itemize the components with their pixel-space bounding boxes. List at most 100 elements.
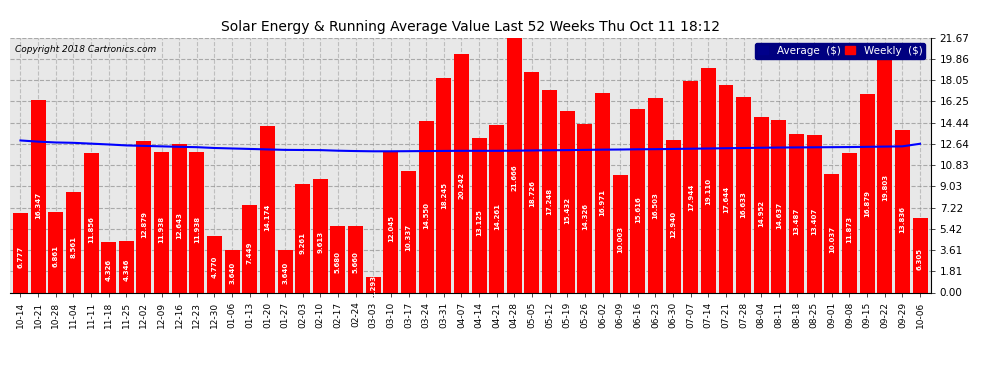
- Text: 10.337: 10.337: [406, 224, 412, 251]
- Bar: [260, 126, 275, 292]
- Text: 9.613: 9.613: [318, 231, 324, 253]
- Text: 12.879: 12.879: [141, 211, 147, 238]
- Text: 18.726: 18.726: [529, 180, 535, 207]
- Text: 19.803: 19.803: [882, 174, 888, 201]
- Bar: [665, 140, 680, 292]
- Bar: [243, 205, 257, 292]
- Bar: [365, 277, 381, 292]
- Text: 13.407: 13.407: [811, 208, 817, 235]
- Text: 13.487: 13.487: [794, 207, 800, 235]
- Text: 17.944: 17.944: [688, 184, 694, 211]
- Text: 14.174: 14.174: [264, 204, 270, 231]
- Bar: [295, 183, 310, 292]
- Bar: [719, 85, 734, 292]
- Text: 11.938: 11.938: [194, 216, 200, 243]
- Bar: [66, 192, 81, 292]
- Bar: [525, 72, 540, 292]
- Bar: [119, 242, 134, 292]
- Bar: [753, 117, 769, 292]
- Text: 5.680: 5.680: [335, 251, 341, 273]
- Bar: [83, 153, 99, 292]
- Bar: [489, 124, 504, 292]
- Bar: [737, 97, 751, 292]
- Bar: [631, 109, 645, 292]
- Bar: [842, 153, 857, 292]
- Bar: [595, 93, 610, 292]
- Bar: [771, 120, 786, 292]
- Text: 12.940: 12.940: [670, 210, 676, 237]
- Text: 9.261: 9.261: [300, 232, 306, 255]
- Bar: [137, 141, 151, 292]
- Text: 10.003: 10.003: [617, 226, 623, 253]
- Bar: [31, 100, 46, 292]
- Bar: [913, 218, 928, 292]
- Text: 8.561: 8.561: [70, 236, 76, 258]
- Text: 16.879: 16.879: [864, 190, 870, 217]
- Bar: [895, 130, 910, 292]
- Title: Solar Energy & Running Average Value Last 52 Weeks Thu Oct 11 18:12: Solar Energy & Running Average Value Las…: [221, 20, 720, 33]
- Bar: [559, 111, 575, 292]
- Text: 12.643: 12.643: [176, 212, 182, 239]
- Text: 16.347: 16.347: [35, 192, 42, 219]
- Bar: [877, 60, 892, 292]
- Text: 3.640: 3.640: [282, 262, 288, 284]
- Bar: [825, 174, 840, 292]
- Text: 6.305: 6.305: [917, 248, 923, 270]
- Bar: [225, 250, 240, 292]
- Bar: [613, 175, 628, 292]
- Bar: [207, 236, 222, 292]
- Text: 18.245: 18.245: [441, 182, 446, 209]
- Text: 11.856: 11.856: [88, 216, 94, 243]
- Bar: [13, 213, 28, 292]
- Bar: [383, 151, 398, 292]
- Text: 17.644: 17.644: [723, 186, 729, 213]
- Text: 6.861: 6.861: [52, 245, 58, 267]
- Legend: Average  ($), Weekly  ($): Average ($), Weekly ($): [754, 43, 926, 59]
- Text: 13.125: 13.125: [476, 210, 482, 236]
- Text: 14.637: 14.637: [776, 201, 782, 228]
- Bar: [313, 179, 328, 292]
- Bar: [277, 250, 293, 292]
- Bar: [401, 171, 416, 292]
- Bar: [647, 98, 663, 292]
- Text: 14.261: 14.261: [494, 204, 500, 231]
- Text: 14.326: 14.326: [582, 203, 588, 230]
- Bar: [683, 81, 698, 292]
- Text: 16.971: 16.971: [600, 189, 606, 216]
- Bar: [331, 226, 346, 292]
- Text: 6.777: 6.777: [18, 246, 24, 268]
- Text: 19.110: 19.110: [705, 178, 712, 205]
- Bar: [171, 144, 187, 292]
- Text: 3.640: 3.640: [229, 262, 236, 284]
- Text: 1.293: 1.293: [370, 274, 376, 297]
- Text: 4.326: 4.326: [106, 258, 112, 280]
- Text: 11.938: 11.938: [158, 216, 164, 243]
- Text: 21.666: 21.666: [512, 165, 518, 191]
- Text: 17.248: 17.248: [546, 188, 552, 215]
- Text: 14.550: 14.550: [423, 202, 429, 229]
- Text: 20.242: 20.242: [458, 172, 464, 199]
- Bar: [419, 121, 434, 292]
- Text: 4.770: 4.770: [212, 256, 218, 278]
- Bar: [577, 124, 592, 292]
- Text: 7.449: 7.449: [247, 242, 252, 264]
- Text: 15.616: 15.616: [635, 196, 641, 223]
- Text: 10.037: 10.037: [829, 226, 835, 253]
- Bar: [348, 226, 363, 292]
- Bar: [807, 135, 822, 292]
- Bar: [437, 78, 451, 292]
- Bar: [859, 94, 874, 292]
- Text: 16.503: 16.503: [652, 192, 658, 219]
- Bar: [189, 152, 204, 292]
- Text: 5.660: 5.660: [352, 252, 358, 273]
- Text: 16.633: 16.633: [741, 191, 746, 218]
- Bar: [543, 90, 557, 292]
- Bar: [789, 134, 804, 292]
- Text: 4.346: 4.346: [124, 258, 130, 280]
- Bar: [154, 152, 169, 292]
- Bar: [701, 68, 716, 292]
- Text: Copyright 2018 Cartronics.com: Copyright 2018 Cartronics.com: [15, 45, 155, 54]
- Text: 11.873: 11.873: [846, 216, 852, 243]
- Text: 12.045: 12.045: [388, 215, 394, 242]
- Bar: [101, 242, 116, 292]
